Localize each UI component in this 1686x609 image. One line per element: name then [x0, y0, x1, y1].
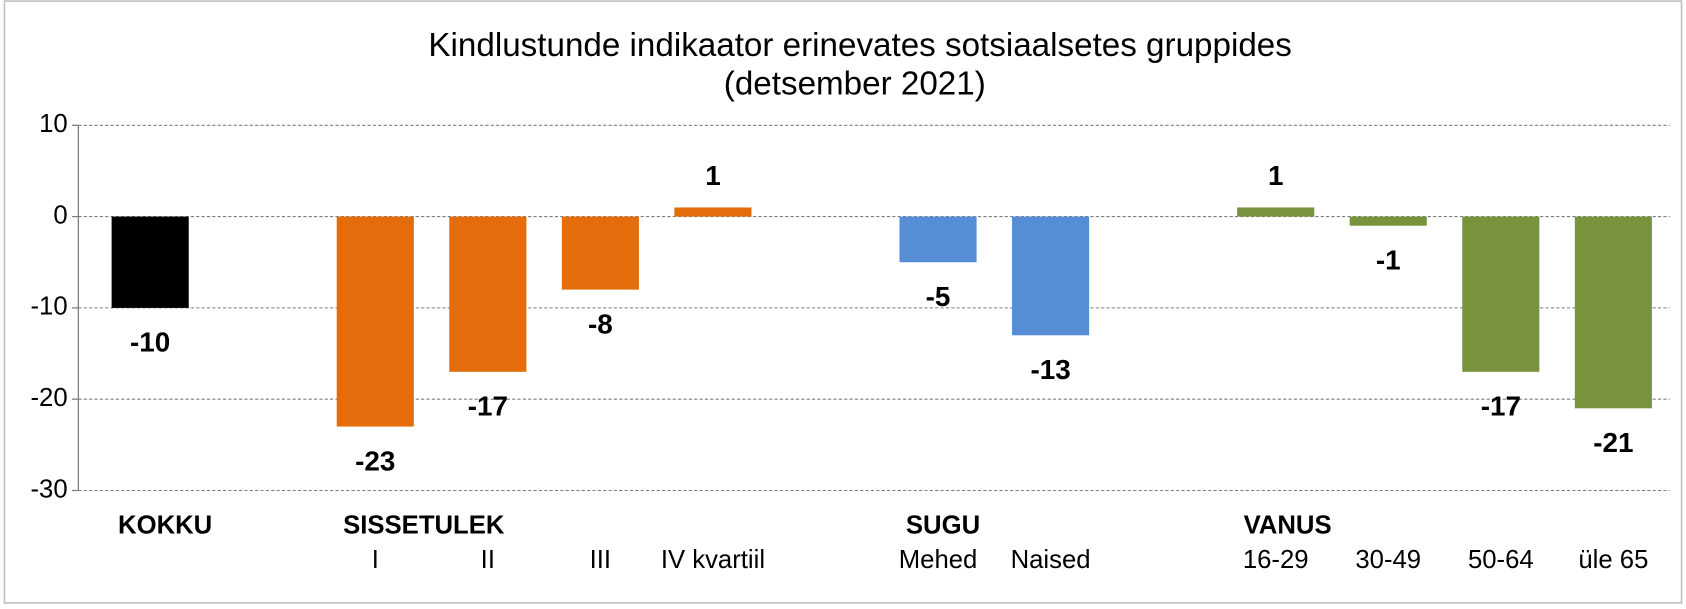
x-tick-label: IV kvartiil — [661, 546, 765, 574]
value-label: 1 — [705, 160, 720, 191]
y-tick-label: 10 — [39, 110, 68, 138]
y-tick-label: -30 — [31, 475, 68, 503]
x-tick-label: üle 65 — [1578, 546, 1648, 574]
chart-subtitle: (detsember 2021) — [724, 65, 986, 102]
bar — [111, 216, 189, 308]
bar — [1349, 216, 1427, 226]
bar — [1012, 216, 1090, 336]
bar — [449, 216, 527, 372]
value-label: 1 — [1268, 160, 1283, 191]
x-tick-label: Naised — [1011, 546, 1091, 574]
value-label: -17 — [1481, 391, 1521, 422]
bar — [1462, 216, 1540, 372]
x-tick-label: III — [590, 546, 611, 574]
chart-title: Kindlustunde indikaator erinevates sotsi… — [428, 27, 1291, 64]
value-label: -23 — [355, 445, 395, 476]
x-tick-label: II — [481, 546, 495, 574]
group-label: KOKKU — [118, 512, 212, 540]
value-label: -21 — [1593, 427, 1633, 458]
group-label: SISSETULEK — [343, 512, 505, 540]
value-label: -5 — [926, 281, 951, 312]
value-label: -8 — [588, 308, 613, 339]
bar — [674, 207, 752, 217]
y-tick-label: 0 — [53, 201, 67, 229]
value-label: -13 — [1030, 354, 1070, 385]
x-tick-label: I — [372, 546, 379, 574]
x-tick-label: 16-29 — [1243, 546, 1309, 574]
value-label: -17 — [468, 391, 508, 422]
bar — [899, 216, 977, 263]
bar — [1574, 216, 1652, 409]
group-label: VANUS — [1244, 512, 1332, 540]
x-tick-label: 50-64 — [1468, 546, 1534, 574]
group-label: SUGU — [906, 512, 980, 540]
bar — [336, 216, 414, 427]
value-label: -10 — [130, 327, 170, 358]
chart-frame — [3, 0, 1683, 604]
x-tick-label: 30-49 — [1355, 546, 1421, 574]
value-label: -1 — [1376, 244, 1401, 275]
bar — [561, 216, 639, 290]
x-tick-label: Mehed — [899, 546, 978, 574]
y-tick-label: -10 — [31, 293, 68, 321]
bar — [1237, 207, 1315, 217]
y-tick-label: -20 — [31, 384, 68, 412]
